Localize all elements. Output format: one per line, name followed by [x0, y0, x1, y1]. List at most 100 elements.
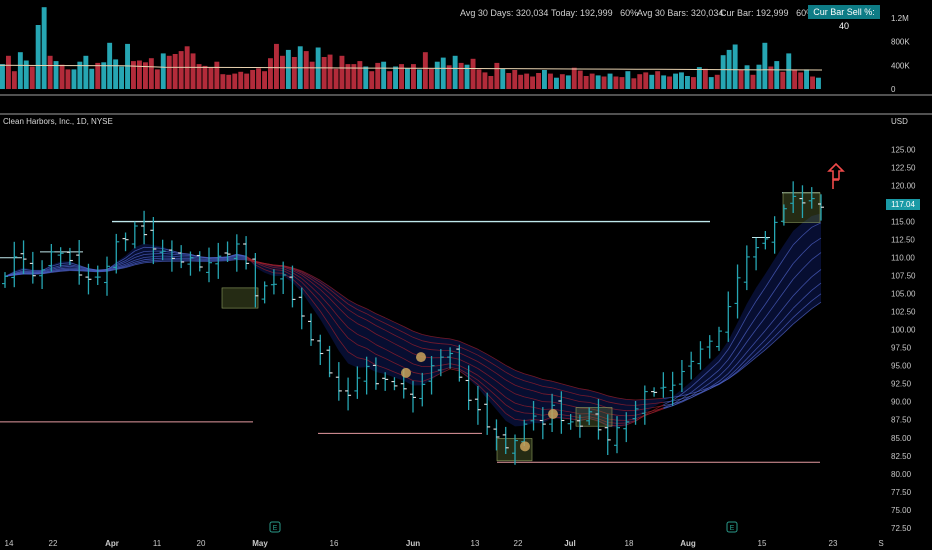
ema-ribbon-line: [218, 256, 228, 258]
ema-ribbon-line: [199, 257, 210, 259]
ema-ribbon-line: [60, 268, 70, 271]
ema-ribbon-line: [681, 395, 692, 400]
ema-ribbon-line: [792, 315, 803, 325]
ema-ribbon-line: [477, 375, 488, 383]
ema-ribbon-line: [385, 329, 395, 336]
ohlc-bar: [280, 261, 287, 294]
ema-ribbon-line: [125, 254, 136, 261]
ohlc-bar: [669, 371, 676, 406]
ema-ribbon-line: [811, 301, 822, 310]
ema-ribbon-line: [23, 271, 33, 273]
ema-ribbon-line: [792, 298, 803, 309]
ema-ribbon-line: [422, 334, 432, 337]
ema-ribbon-line: [459, 368, 469, 375]
x-tick-label: 13: [471, 539, 480, 548]
volume-bar: [476, 69, 482, 89]
volume-bar: [417, 69, 422, 89]
volume-bar: [285, 49, 291, 89]
ema-ribbon-line: [561, 396, 571, 400]
ema-ribbon-line: [375, 313, 386, 319]
ohlc-bar: [76, 240, 83, 285]
ema-ribbon-line: [292, 267, 302, 272]
ema-ribbon-line: [134, 251, 145, 256]
ema-ribbon-line: [171, 253, 182, 256]
ema-ribbon-line: [283, 265, 293, 269]
volume-bar: [321, 57, 327, 89]
volume-tick-label: 800K: [891, 38, 910, 47]
volume-bar: [619, 77, 625, 89]
ema-ribbon-line: [774, 332, 785, 342]
ema-ribbon-line: [486, 393, 497, 404]
ema-ribbon-line: [440, 363, 451, 366]
ema-ribbon-line: [792, 308, 803, 318]
ema-ribbon-line: [320, 289, 330, 299]
ema-ribbon-line: [765, 290, 775, 305]
volume-bar: [399, 64, 404, 89]
volume-bar: [685, 76, 690, 89]
ohlc-bar: [150, 217, 157, 265]
ema-ribbon-line: [125, 263, 135, 268]
x-tick-label: Jul: [564, 539, 576, 548]
ema-ribbon-line: [589, 395, 599, 400]
volume-bar: [154, 69, 160, 89]
volume-bar: [506, 73, 512, 89]
ohlc-bar: [2, 272, 8, 288]
ema-ribbon-line: [403, 339, 414, 346]
ema-ribbon-line: [663, 397, 673, 399]
ema-ribbon-line: [765, 272, 775, 288]
ohlc-bar: [753, 237, 760, 271]
ohlc-bar: [558, 391, 565, 434]
ema-ribbon-line: [79, 266, 89, 269]
ema-ribbon-line: [319, 310, 330, 326]
volume-bar: [798, 72, 804, 89]
ema-ribbon-line: [144, 261, 154, 264]
ohlc-bar: [465, 365, 472, 410]
ema-ribbon-line: [746, 354, 757, 364]
volume-bar: [101, 62, 107, 89]
ohlc-bar: [308, 313, 314, 346]
volume-bar: [83, 55, 89, 89]
ema-ribbon-line: [589, 408, 599, 411]
volume-bar: [732, 44, 738, 89]
volume-bar: [750, 74, 756, 89]
volume-bar: [762, 42, 768, 89]
ema-ribbon-line: [579, 401, 590, 403]
ema-ribbon-line: [422, 340, 432, 344]
ema-ribbon-line: [310, 275, 321, 281]
ema-ribbon-line: [431, 349, 441, 351]
ohlc-bar: [326, 345, 333, 378]
ohlc-bar: [539, 407, 546, 440]
ema-ribbon-line: [468, 356, 479, 362]
volume-bar: [679, 72, 684, 89]
ema-ribbon-line: [375, 333, 386, 340]
volume-bar: [649, 74, 655, 89]
ema-ribbon-line: [663, 403, 673, 409]
volume-bar: [470, 58, 476, 89]
ema-ribbon-line: [403, 326, 414, 332]
ema-ribbon-line: [385, 338, 395, 345]
ema-ribbon-line: [635, 415, 645, 422]
volume-bar: [381, 61, 387, 89]
currency-label: USD: [891, 117, 908, 126]
x-tick-label: 20: [197, 539, 206, 548]
ohlc-bar: [354, 366, 361, 399]
ema-ribbon-line: [570, 392, 581, 396]
ema-ribbon-line: [116, 265, 126, 269]
volume-bar: [607, 73, 613, 89]
ema-ribbon-line: [802, 276, 812, 287]
ema-ribbon-line: [496, 359, 506, 366]
ema-ribbon-line: [301, 274, 312, 283]
ema-ribbon-line: [255, 264, 265, 270]
earnings-icon: E: [269, 521, 281, 533]
ema-ribbon-line: [755, 339, 766, 350]
volume-bar: [708, 77, 714, 89]
ema-ribbon-line: [347, 327, 358, 335]
volume-bar: [71, 69, 77, 89]
ema-ribbon-line: [394, 353, 404, 360]
volume-bar: [702, 68, 708, 89]
svg-text:E: E: [273, 525, 278, 532]
ema-ribbon-line: [737, 341, 748, 356]
ema-ribbon-line: [347, 351, 358, 359]
volume-bar: [452, 55, 458, 89]
price-tick-label: 72.50: [891, 524, 912, 533]
